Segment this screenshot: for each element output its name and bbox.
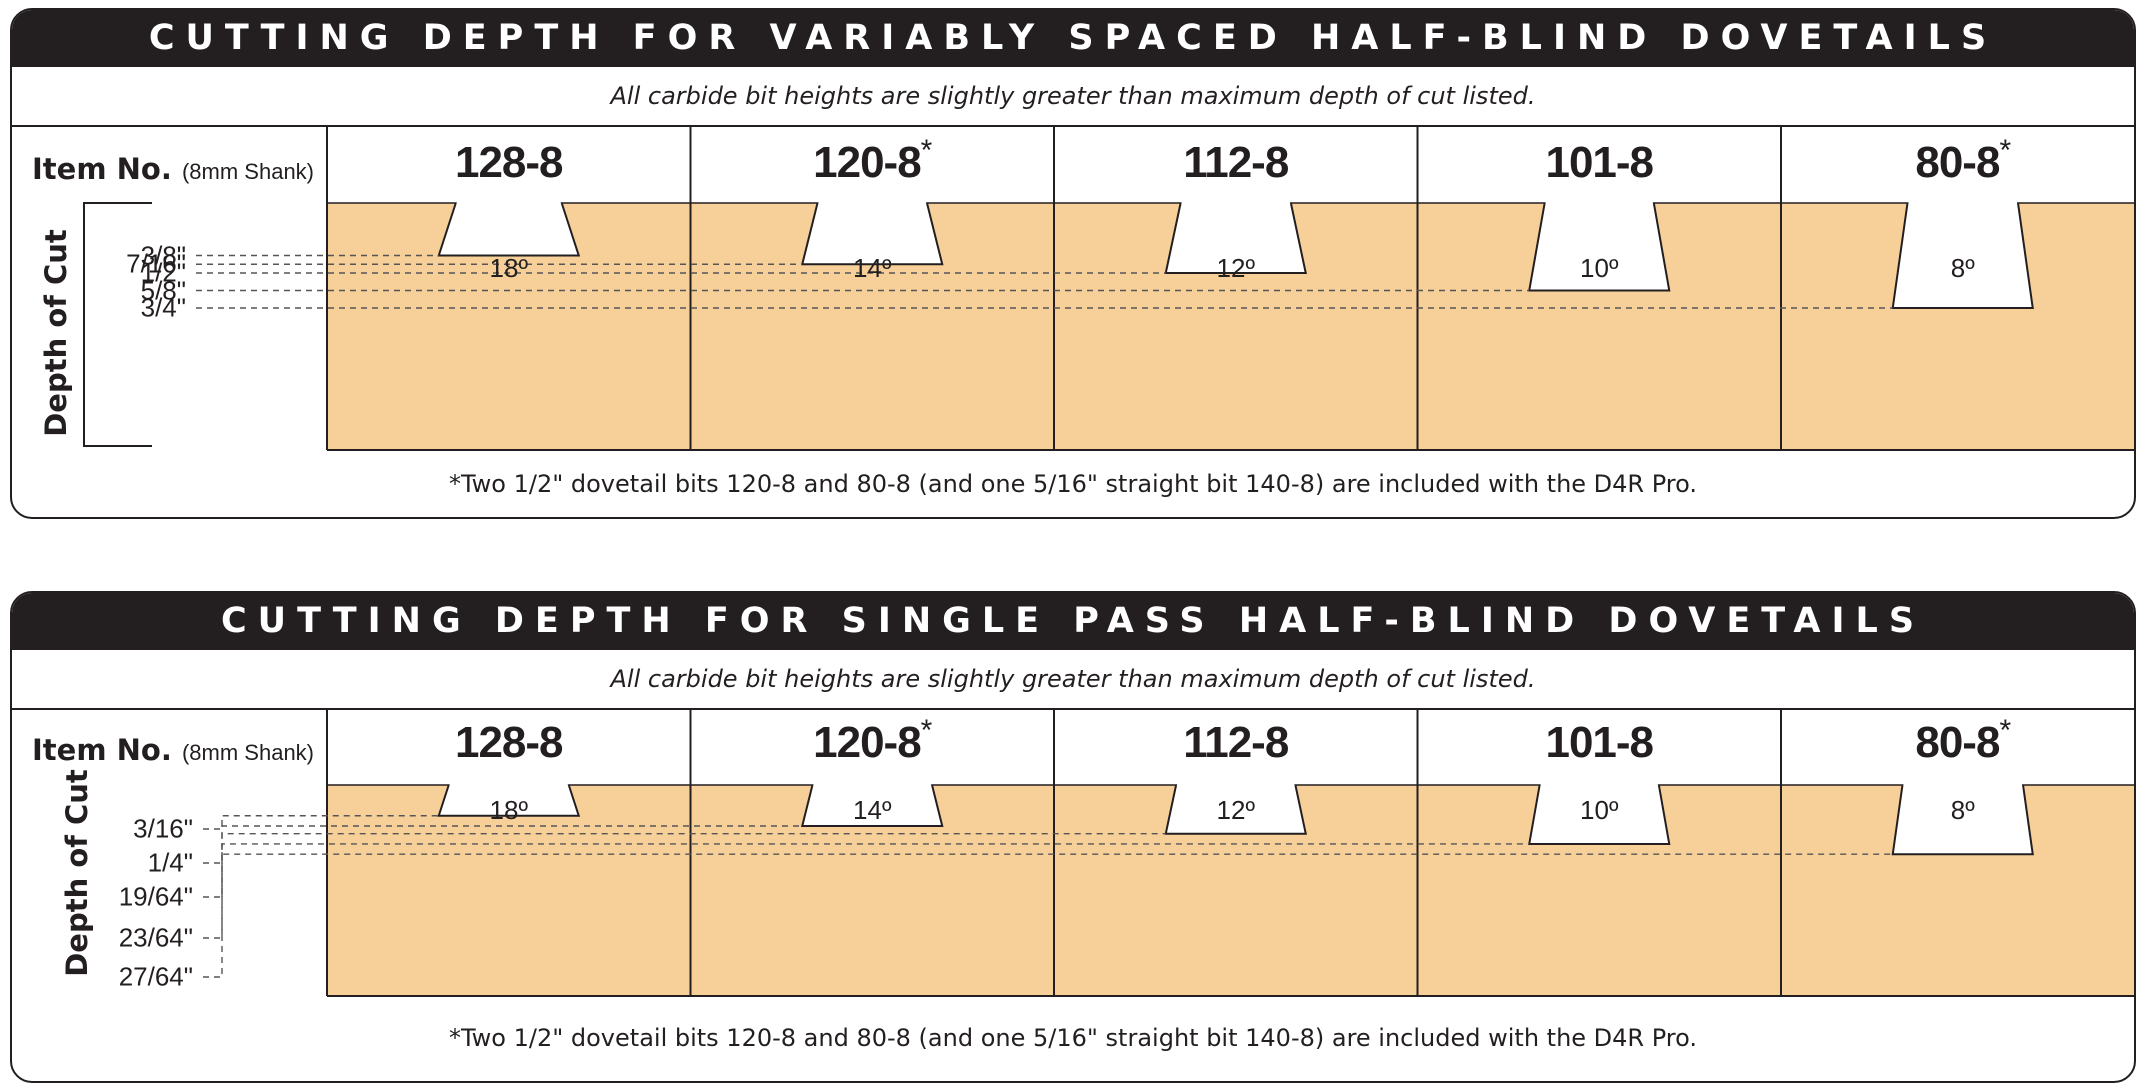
included-asterisk: * (1999, 134, 2011, 167)
bit-item-number: 120-8* (813, 134, 932, 188)
depth-of-cut-label: Depth of Cut (60, 769, 94, 977)
bit-item-number: 101-8 (1545, 138, 1654, 188)
footnote: *Two 1/2" dovetail bits 120-8 and 80-8 (… (448, 1024, 1698, 1052)
depth-label: 3/16" (133, 813, 193, 844)
bit-item-number: 120-8* (813, 714, 932, 768)
panel-title: CUTTING DEPTH FOR SINGLE PASS HALF-BLIND… (12, 593, 2134, 650)
dovetail-cut-112-8 (1165, 203, 1306, 273)
depth-leader (203, 853, 1893, 978)
dovetail-cut-101-8 (1529, 203, 1670, 291)
depth-label: 1/2" (140, 257, 186, 288)
variable-spacing-panel: CUTTING DEPTH FOR VARIABLY SPACED HALF-B… (10, 8, 2136, 519)
bit-item-number: 80-8* (1915, 714, 2011, 768)
bit-item-number: 80-8* (1915, 134, 2011, 188)
single-pass-panel: CUTTING DEPTH FOR SINGLE PASS HALF-BLIND… (10, 591, 2136, 1083)
dovetail-cut-128-8 (438, 785, 579, 816)
depth-label: 5/8" (140, 275, 186, 305)
bit-angle: 10º (1580, 253, 1619, 283)
dovetail-cut-128-8 (438, 203, 579, 256)
bit-item-text: 112-8 (1183, 718, 1289, 767)
bit-item-text: 128-8 (454, 718, 564, 767)
item-no-label: Item No. (8mm Shank) (32, 152, 314, 186)
bit-item-text: 80-8 (1915, 718, 2000, 767)
depth-label: 19/64" (118, 881, 193, 912)
bit-item-number: 112-8 (1183, 138, 1289, 188)
bit-angle: 8º (1950, 795, 1975, 825)
included-asterisk: * (1999, 714, 2011, 747)
dovetail-cut-120-8 (802, 203, 943, 265)
depth-label: 27/64" (118, 961, 193, 992)
item-no-label: Item No. (8mm Shank) (32, 733, 314, 767)
depth-label: 3/4" (140, 292, 186, 323)
bit-angle: 14º (853, 253, 892, 283)
bit-angle: 8º (1950, 253, 1975, 283)
depth-label: 3/8" (140, 240, 186, 270)
dovetail-cut-80-8 (1892, 203, 2033, 308)
bit-item-text: 128-8 (454, 138, 564, 187)
bit-item-number: 128-8 (454, 718, 564, 768)
depth-leader (203, 815, 439, 830)
depth-leader (203, 843, 1530, 939)
depth-leader (203, 832, 1166, 898)
bit-item-number: 112-8 (1183, 718, 1289, 768)
bit-item-number: 128-8 (454, 138, 564, 188)
depth-label: 7/16" (126, 248, 186, 279)
footnote: *Two 1/2" dovetail bits 120-8 and 80-8 (… (448, 470, 1698, 498)
depth-label: 1/4" (147, 847, 193, 878)
variable-spacing-diagram (12, 125, 2134, 451)
shank-text: (8mm Shank) (181, 159, 315, 184)
depth-of-cut-label: Depth of Cut (39, 229, 73, 437)
included-asterisk: * (920, 714, 933, 747)
depth-label: 23/64" (118, 922, 193, 953)
bit-item-number: 101-8 (1545, 718, 1654, 768)
bit-item-text: 80-8 (1915, 138, 2000, 187)
bit-angle: 18º (489, 253, 528, 283)
single-pass-diagram (12, 708, 2134, 997)
panel-subtitle: All carbide bit heights are slightly gre… (610, 82, 1536, 110)
dovetail-cut-112-8 (1165, 785, 1306, 834)
item-no-text: Item No. (32, 152, 172, 186)
dovetail-cut-120-8 (802, 785, 943, 826)
panel-title: CUTTING DEPTH FOR VARIABLY SPACED HALF-B… (12, 10, 2134, 67)
bit-item-text: 101-8 (1545, 138, 1654, 187)
bit-item-text: 120-8 (813, 138, 922, 187)
item-no-text: Item No. (32, 733, 172, 767)
included-asterisk: * (920, 134, 933, 167)
bit-angle: 12º (1216, 253, 1255, 283)
bit-item-text: 101-8 (1545, 718, 1654, 767)
bit-angle: 12º (1216, 795, 1255, 825)
bit-angle: 10º (1580, 795, 1619, 825)
bit-item-text: 120-8 (813, 718, 922, 767)
dovetail-cut-80-8 (1892, 785, 2033, 855)
bit-angle: 18º (489, 795, 528, 825)
bit-item-text: 112-8 (1183, 138, 1289, 187)
panel-subtitle: All carbide bit heights are slightly gre… (610, 665, 1536, 693)
bit-angle: 14º (853, 795, 892, 825)
depth-bracket (83, 202, 152, 447)
dovetail-cut-101-8 (1529, 785, 1670, 844)
shank-text: (8mm Shank) (181, 740, 315, 765)
